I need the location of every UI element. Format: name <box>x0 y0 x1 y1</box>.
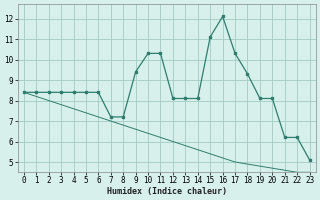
X-axis label: Humidex (Indice chaleur): Humidex (Indice chaleur) <box>107 187 227 196</box>
